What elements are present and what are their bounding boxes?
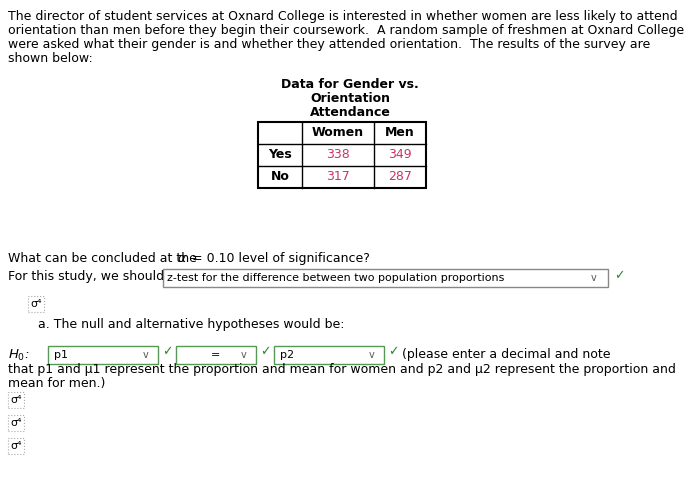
Text: ✓: ✓ [388,346,398,358]
Text: For this study, we should use: For this study, we should use [8,270,195,283]
Bar [48,346,158,364]
Text: Yes: Yes [268,148,292,161]
Bar [163,269,608,287]
Text: orientation than men before they begin their coursework.  A random sample of fre: orientation than men before they begin t… [8,24,684,37]
Text: σ⁴: σ⁴ [10,441,22,451]
Text: The director of student services at Oxnard College is interested in whether wome: The director of student services at Oxna… [8,10,678,23]
Text: p2: p2 [280,350,294,360]
Bar [28,296,44,312]
Text: Orientation: Orientation [310,92,390,105]
Text: that p1 and μ1 represent the proportion and mean for women and p2 and μ2 represe: that p1 and μ1 represent the proportion … [8,363,676,376]
Text: 287: 287 [388,170,412,184]
Bar [274,346,384,364]
Text: Data for Gender vs.: Data for Gender vs. [281,78,419,91]
Text: $H_0$:: $H_0$: [8,348,29,363]
Text: No: No [271,170,289,184]
Text: = 0.10 level of significance?: = 0.10 level of significance? [188,252,370,265]
Text: v: v [369,350,375,360]
Text: were asked what their gender is and whether they attended orientation.  The resu: were asked what their gender is and whet… [8,38,650,51]
Text: α: α [178,252,186,265]
Bar [8,415,24,431]
Text: shown below:: shown below: [8,52,92,65]
Text: v: v [591,273,597,283]
Text: 338: 338 [326,148,350,161]
Bar [176,346,256,364]
Bar [258,122,426,188]
Text: a. The null and alternative hypotheses would be:: a. The null and alternative hypotheses w… [38,318,344,331]
Bar [8,438,24,454]
Text: v: v [241,350,247,360]
Text: σ⁴: σ⁴ [10,418,22,428]
Text: ✓: ✓ [260,346,270,358]
Text: What can be concluded at the: What can be concluded at the [8,252,201,265]
Text: ✓: ✓ [162,346,172,358]
Text: mean for men.): mean for men.) [8,377,106,390]
Text: =: = [211,350,220,360]
Text: σ⁴: σ⁴ [10,395,22,405]
Text: p1: p1 [54,350,68,360]
Bar [8,392,24,408]
Text: v: v [143,350,149,360]
Text: ✓: ✓ [614,269,624,283]
Text: z-test for the difference between two population proportions: z-test for the difference between two po… [167,273,505,283]
Text: σ⁴: σ⁴ [30,299,42,309]
Text: (please enter a decimal and note: (please enter a decimal and note [402,348,610,361]
Text: Attendance: Attendance [309,106,391,119]
Text: 317: 317 [326,170,350,184]
Text: Women: Women [312,127,364,140]
Text: 349: 349 [389,148,412,161]
Text: Men: Men [385,127,415,140]
